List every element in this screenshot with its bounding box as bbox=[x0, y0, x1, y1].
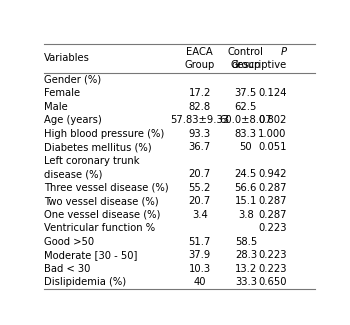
Text: 0.942: 0.942 bbox=[258, 169, 287, 179]
Text: Bad < 30: Bad < 30 bbox=[44, 264, 91, 274]
Text: 57.83±9.33: 57.83±9.33 bbox=[170, 115, 229, 125]
Text: 33.3: 33.3 bbox=[235, 277, 257, 287]
Text: Diabetes mellitus (%): Diabetes mellitus (%) bbox=[44, 142, 152, 152]
Text: 55.2: 55.2 bbox=[189, 183, 211, 193]
Text: 51.7: 51.7 bbox=[189, 237, 211, 247]
Text: 1.000: 1.000 bbox=[258, 129, 287, 138]
Text: 0.287: 0.287 bbox=[258, 210, 287, 220]
Text: 36.7: 36.7 bbox=[189, 142, 211, 152]
Text: 28.3: 28.3 bbox=[235, 250, 257, 260]
Text: Moderate [30 - 50]: Moderate [30 - 50] bbox=[44, 250, 138, 260]
Text: Variables: Variables bbox=[44, 53, 90, 63]
Text: 0.223: 0.223 bbox=[258, 264, 287, 274]
Text: 0.650: 0.650 bbox=[258, 277, 287, 287]
Text: Left coronary trunk: Left coronary trunk bbox=[44, 156, 140, 166]
Text: 3.8: 3.8 bbox=[238, 210, 254, 220]
Text: 20.7: 20.7 bbox=[189, 196, 211, 206]
Text: Ventricular function %: Ventricular function % bbox=[44, 223, 155, 233]
Text: 0.287: 0.287 bbox=[258, 183, 287, 193]
Text: 13.2: 13.2 bbox=[235, 264, 257, 274]
Text: Age (years): Age (years) bbox=[44, 115, 102, 125]
Text: 62.5: 62.5 bbox=[234, 102, 257, 111]
Text: 15.1: 15.1 bbox=[234, 196, 257, 206]
Text: 0.051: 0.051 bbox=[258, 142, 287, 152]
Text: Good >50: Good >50 bbox=[44, 237, 94, 247]
Text: 0.802: 0.802 bbox=[258, 115, 287, 125]
Text: Female: Female bbox=[44, 88, 80, 98]
Text: descriptive: descriptive bbox=[231, 60, 287, 70]
Text: 56.6: 56.6 bbox=[234, 183, 257, 193]
Text: disease (%): disease (%) bbox=[44, 169, 103, 179]
Text: One vessel disease (%): One vessel disease (%) bbox=[44, 210, 161, 220]
Text: 50: 50 bbox=[239, 142, 252, 152]
Text: Group: Group bbox=[231, 60, 261, 70]
Text: 93.3: 93.3 bbox=[189, 129, 211, 138]
Text: 37.5: 37.5 bbox=[235, 88, 257, 98]
Text: 0.223: 0.223 bbox=[258, 250, 287, 260]
Text: 10.3: 10.3 bbox=[189, 264, 211, 274]
Text: 82.8: 82.8 bbox=[189, 102, 211, 111]
Text: 83.3: 83.3 bbox=[235, 129, 257, 138]
Text: Two vessel disease (%): Two vessel disease (%) bbox=[44, 196, 159, 206]
Text: 20.7: 20.7 bbox=[189, 169, 211, 179]
Text: EACA: EACA bbox=[186, 47, 213, 57]
Text: 3.4: 3.4 bbox=[192, 210, 208, 220]
Text: Male: Male bbox=[44, 102, 68, 111]
Text: 24.5: 24.5 bbox=[235, 169, 257, 179]
Text: 0.223: 0.223 bbox=[258, 223, 287, 233]
Text: Group: Group bbox=[184, 60, 215, 70]
Text: 58.5: 58.5 bbox=[235, 237, 257, 247]
Text: 40: 40 bbox=[194, 277, 206, 287]
Text: Dislipidemia (%): Dislipidemia (%) bbox=[44, 277, 126, 287]
Text: 17.2: 17.2 bbox=[189, 88, 211, 98]
Text: 0.287: 0.287 bbox=[258, 196, 287, 206]
Text: 60.0±8.07: 60.0±8.07 bbox=[219, 115, 272, 125]
Text: Gender (%): Gender (%) bbox=[44, 74, 102, 84]
Text: Three vessel disease (%): Three vessel disease (%) bbox=[44, 183, 169, 193]
Text: High blood pressure (%): High blood pressure (%) bbox=[44, 129, 164, 138]
Text: P: P bbox=[280, 47, 287, 57]
Text: 0.124: 0.124 bbox=[258, 88, 287, 98]
Text: 37.9: 37.9 bbox=[189, 250, 211, 260]
Text: Control: Control bbox=[228, 47, 264, 57]
